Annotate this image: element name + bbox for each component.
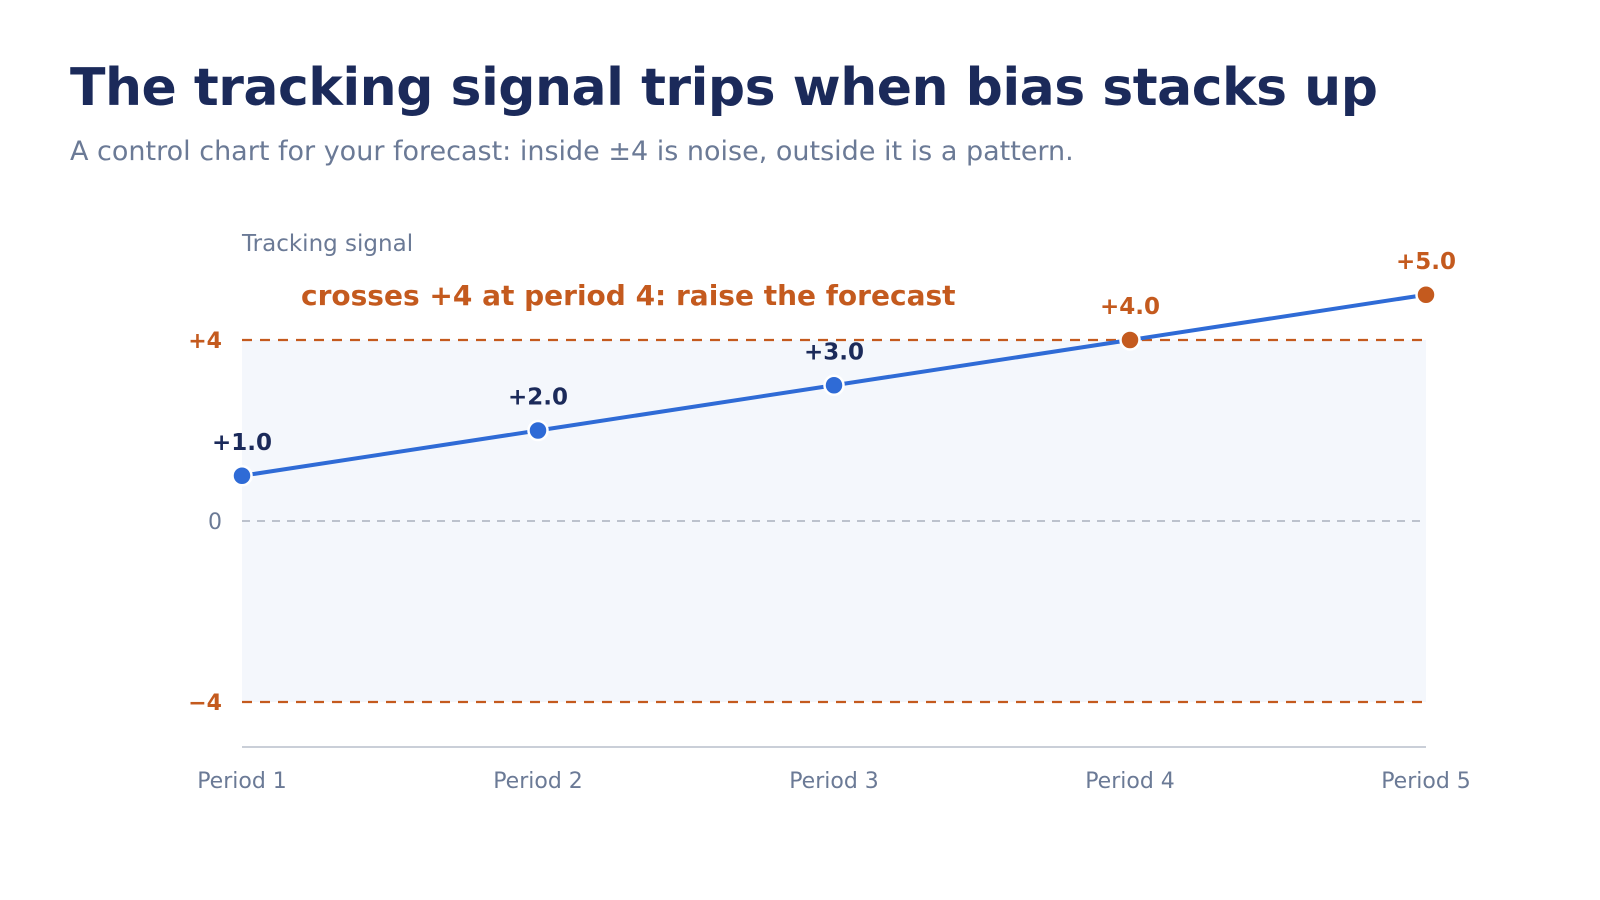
x-tick-label: Period 1 [197,769,287,794]
x-tick-label: Period 4 [1085,769,1175,794]
y-tick-label: +4 [188,329,222,354]
data-point [823,374,845,396]
data-labels: +1.0 +2.0 +3.0 +4.0 +5.0 [212,249,1456,456]
data-point [527,419,549,442]
x-tick-label: Period 3 [789,769,879,794]
data-label: +4.0 [1100,294,1160,320]
x-ticks: Period 1 Period 2 Period 3 Period 4 Period 5 [197,769,1471,794]
data-label: +5.0 [1396,249,1456,275]
x-tick-label: Period 2 [493,769,583,794]
x-tick-label: Period 5 [1381,769,1471,794]
chart-subtitle: A control chart for your forecast: insid… [70,136,1074,167]
data-point [231,465,253,487]
threshold-annotation: crosses +4 at period 4: raise the foreca… [301,279,956,312]
data-label: +1.0 [212,430,272,456]
y-axis-label: Tracking signal [241,231,413,257]
chart-title: The tracking signal trips when bias stac… [70,58,1378,118]
data-point-out-of-control [1119,329,1141,351]
data-label: +3.0 [804,339,864,365]
y-tick-label: −4 [188,691,222,716]
data-point-out-of-control [1415,284,1437,306]
data-points [231,284,1437,487]
data-label: +2.0 [508,385,568,411]
y-ticks: +4 0 −4 [188,329,222,716]
y-tick-label: 0 [208,510,222,535]
